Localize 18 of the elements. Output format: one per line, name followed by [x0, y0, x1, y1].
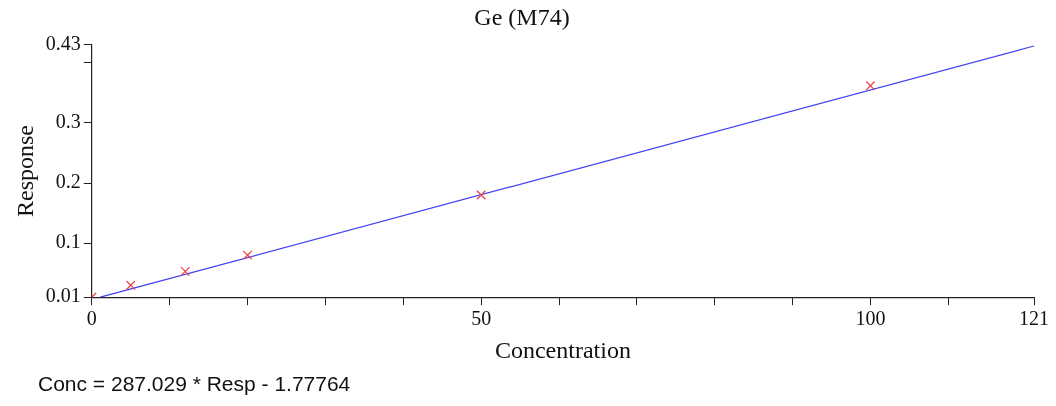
x-tick-label: 0 [86, 307, 97, 330]
x-tick-label: 100 [855, 307, 886, 330]
chart-title: Ge (M74) [474, 3, 570, 30]
point [180, 266, 191, 277]
point [125, 280, 136, 291]
y-tick-label: 0.01 [45, 284, 81, 307]
x-tick-label: 50 [471, 307, 492, 330]
point [242, 250, 253, 261]
y-tick-label: 0.43 [45, 32, 81, 55]
y-tick-label: 0.3 [55, 110, 81, 133]
y-tick-label: 0.2 [55, 170, 81, 193]
x-tick-label: 121 [1019, 307, 1049, 330]
point [865, 80, 876, 91]
point [476, 190, 487, 200]
y-tick-label: 0.1 [55, 230, 81, 253]
text: Conc = 287.029 * Resp - 1.77764 [38, 372, 351, 396]
y-axis-title: Response [11, 125, 38, 217]
x-axis-title: Concentration [494, 336, 631, 363]
